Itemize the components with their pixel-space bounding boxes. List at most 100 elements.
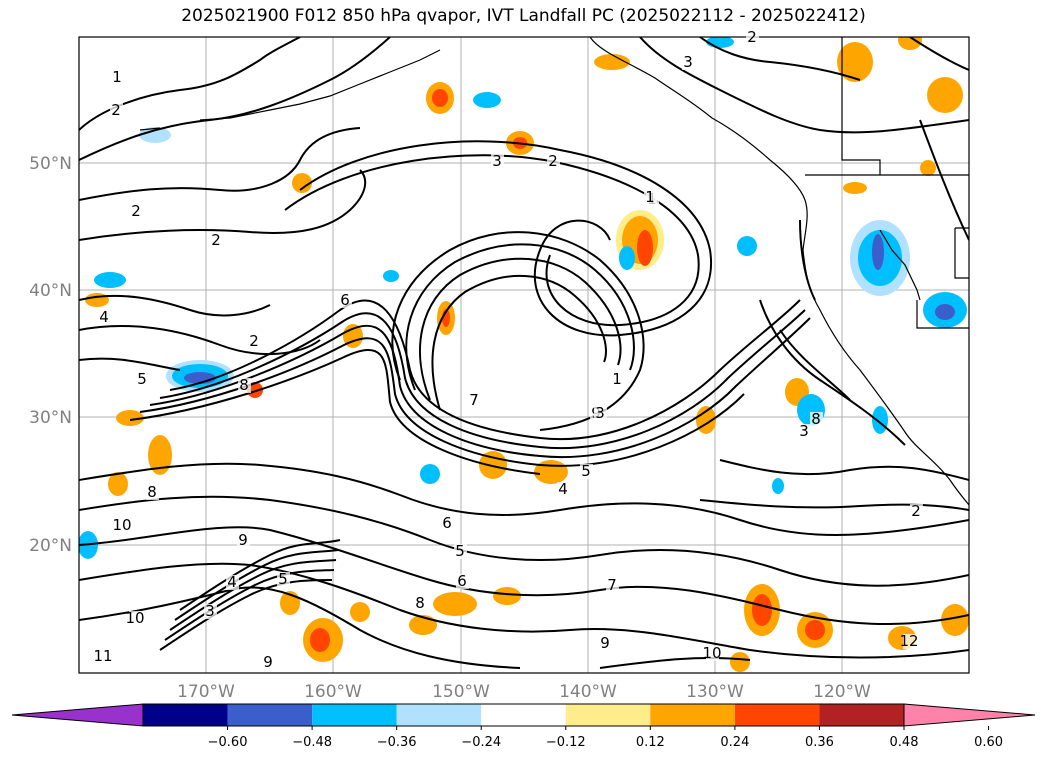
colorbar-swatch — [143, 704, 228, 726]
contour-label-bg — [599, 636, 612, 651]
contour-label-bg — [706, 646, 719, 661]
negative-anomaly-blob — [772, 478, 784, 494]
contour-label: 2 — [911, 502, 921, 520]
colorbar-tick-label: 0.60 — [974, 735, 1003, 750]
contour-label-bg — [237, 533, 250, 548]
contour-label: 3 — [205, 602, 215, 620]
contour-label: 11 — [93, 647, 112, 665]
negative-anomaly-blob — [473, 92, 501, 108]
latitude-labels: 50°N 40°N 30°N 20°N — [29, 154, 72, 556]
contour-label: 3 — [683, 53, 693, 71]
contour-label-bg — [226, 575, 239, 590]
contour-label-bg — [136, 372, 149, 387]
positive-anomaly-blob — [108, 472, 128, 496]
contour-label: 8 — [147, 483, 157, 501]
contour-label-bg — [810, 412, 823, 427]
contour-label-bg — [130, 204, 143, 219]
contour-label: 5 — [137, 370, 147, 388]
longitude-labels: 170°W 160°W 150°W 140°W 130°W 120°W — [177, 682, 871, 702]
contour-label: 9 — [263, 653, 273, 671]
contour-label-bg — [491, 154, 504, 169]
positive-anomaly-blob — [637, 230, 653, 266]
contour-label: 9 — [600, 634, 610, 652]
contour-label: 7 — [469, 391, 479, 409]
colorbar-tick-label: 0.12 — [636, 735, 665, 750]
longitude-label: 160°W — [304, 682, 362, 702]
contour-label: 3 — [595, 404, 605, 422]
positive-anomaly-blob — [898, 37, 922, 50]
negative-anomaly-blob — [383, 270, 399, 282]
colorbar-tick-label: −0.60 — [208, 735, 248, 750]
colorbar-tick-label: −0.48 — [292, 735, 332, 750]
contour-label: 2 — [548, 152, 558, 170]
colorbar-tick-label: 0.36 — [805, 735, 834, 750]
positive-anomaly-blob — [148, 435, 172, 475]
colorbar-swatch — [396, 704, 482, 726]
negative-anomaly-blob — [619, 246, 635, 270]
map-title: 2025021900 F012 850 hPa qvapor, IVT Land… — [181, 6, 866, 26]
contour-label-bg — [468, 393, 481, 408]
contour-label: 5 — [455, 542, 465, 560]
contour-label: 5 — [278, 570, 288, 588]
positive-anomaly-blob — [837, 42, 873, 82]
latitude-label: 50°N — [29, 154, 72, 174]
contour-label: 2 — [747, 28, 757, 46]
contour-label-bg — [110, 103, 123, 118]
contour-label-bg — [97, 649, 110, 664]
contour-label-bg — [644, 190, 657, 205]
ivt-contours — [79, 37, 969, 669]
contour-label: 9 — [238, 531, 248, 549]
contour-labels: 1232122265848106569458910117910211298337… — [93, 28, 923, 671]
positive-anomaly-blob — [85, 293, 109, 307]
latitude-label: 40°N — [29, 281, 72, 301]
contour-label: 6 — [457, 572, 467, 590]
negative-anomaly-blob — [139, 127, 171, 143]
colorbar-tick-label: −0.12 — [546, 735, 586, 750]
positive-anomaly-blob — [310, 628, 330, 652]
contour-label-bg — [339, 293, 352, 308]
colorbar-extend-right — [903, 703, 1036, 727]
contour-label-bg — [277, 572, 290, 587]
contour-label: 7 — [607, 576, 617, 594]
contour-label: 8 — [415, 594, 425, 612]
contour-label-bg — [116, 518, 129, 533]
contour-label-bg — [204, 604, 217, 619]
contour-label: 1 — [645, 188, 655, 206]
contour-label: 4 — [558, 480, 568, 498]
contour-label-bg — [611, 372, 624, 387]
contour-label-bg — [441, 516, 454, 531]
positive-anomaly-blob — [292, 173, 312, 193]
contour-label-bg — [798, 424, 811, 439]
contour-label: 10 — [112, 516, 131, 534]
latitude-label: 30°N — [29, 408, 72, 428]
map-frame — [78, 36, 970, 674]
contour-label: 3 — [799, 422, 809, 440]
contour-label-bg — [454, 544, 467, 559]
contour-label-bg — [146, 485, 159, 500]
contour-label-bg — [456, 574, 469, 589]
contour-label-bg — [129, 611, 142, 626]
colorbar-tick-label: −0.36 — [377, 735, 417, 750]
contour-label-bg — [547, 154, 560, 169]
positive-anomaly-blob — [927, 77, 963, 113]
contour-label: 12 — [899, 632, 918, 650]
contour-label: 4 — [99, 308, 109, 326]
colorbar-swatch — [481, 704, 566, 726]
colorbar-tick-label: 0.48 — [890, 735, 919, 750]
positive-anomaly-blob — [433, 592, 477, 616]
positive-anomaly-blob — [493, 587, 521, 605]
colorbar-extend-left — [11, 703, 144, 727]
contour-label-bg — [262, 655, 275, 670]
negative-anomaly-blob — [94, 272, 126, 288]
contour-label: 1 — [112, 68, 122, 86]
contour-label-bg — [682, 55, 695, 70]
positive-anomaly-blob — [805, 620, 825, 640]
negative-anomaly-blob — [420, 464, 440, 484]
contour-label: 5 — [581, 462, 591, 480]
contour-label: 2 — [249, 332, 259, 350]
positive-anomaly-blob — [479, 451, 507, 479]
contour-label-bg — [238, 378, 251, 393]
contour-label-bg — [580, 464, 593, 479]
longitude-label: 170°W — [177, 682, 235, 702]
contour-label-bg — [910, 504, 923, 519]
